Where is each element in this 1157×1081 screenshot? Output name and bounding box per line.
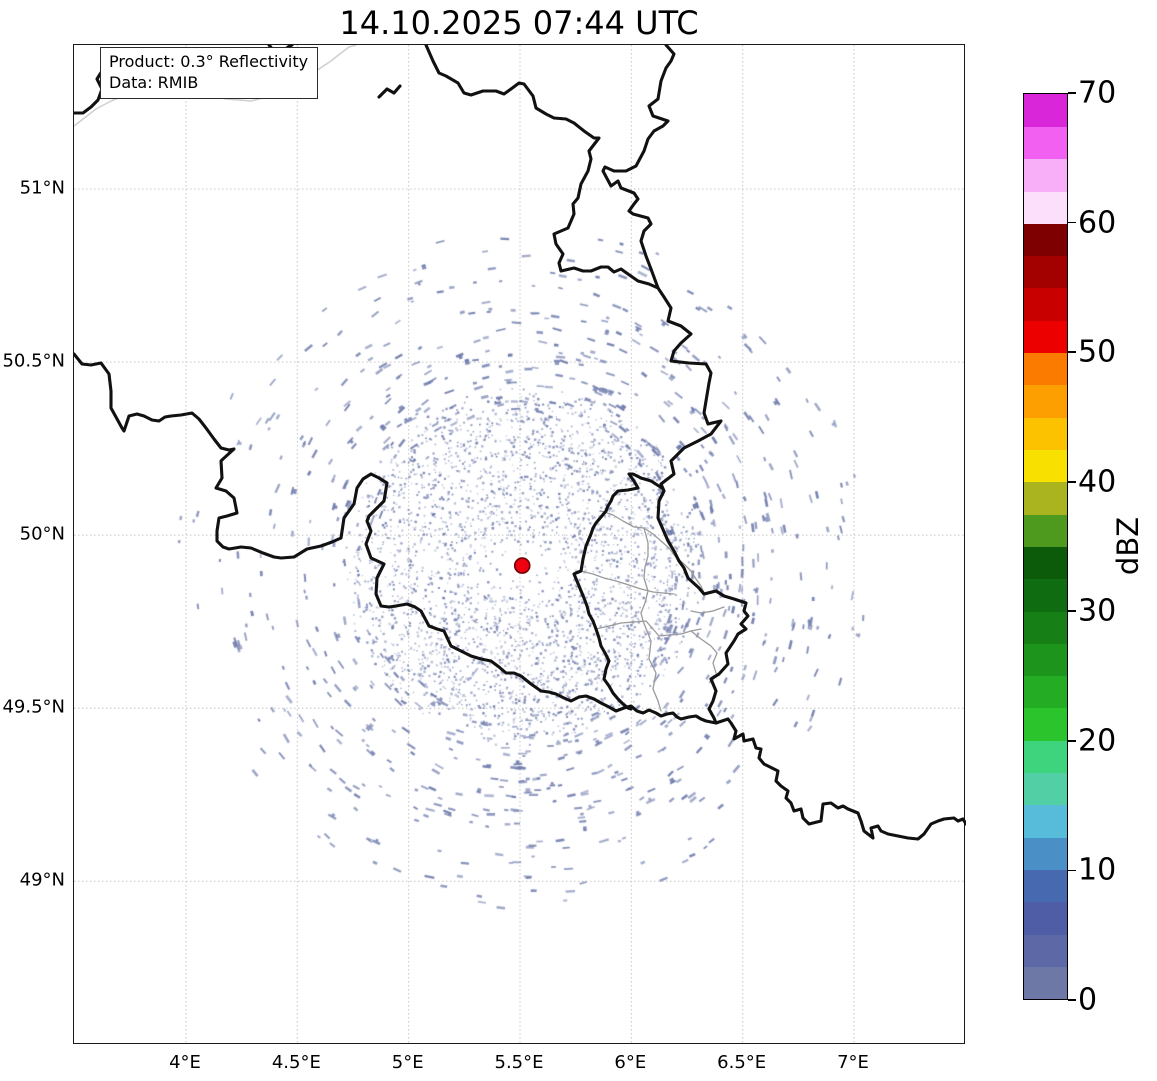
colorbar-tick-label: 40 (1078, 464, 1117, 500)
admin-boundary (640, 527, 649, 622)
colorbar-segment (1024, 869, 1067, 903)
info-box-source: Data: RMIB (109, 73, 199, 92)
national-border (377, 84, 402, 99)
admin-boundary (690, 606, 725, 614)
colorbar-segment (1024, 417, 1067, 450)
x-tick-label: 6.5°E (717, 1052, 767, 1073)
colorbar-tick-label: 70 (1078, 75, 1117, 111)
colorbar-tick-label: 0 (1078, 982, 1098, 1018)
colorbar-segment (1024, 772, 1067, 806)
colorbar-segment (1024, 643, 1067, 677)
info-box-product: Product: 0.3° Reflectivity (109, 52, 309, 71)
admin-boundary (660, 540, 705, 594)
colorbar-segment (1024, 158, 1067, 192)
colorbar-tickmark (1068, 480, 1076, 483)
admin-boundary (595, 620, 702, 637)
national-border (74, 352, 718, 725)
colorbar-tick-label: 20 (1078, 723, 1117, 759)
x-tick-label: 4.5°E (271, 1052, 321, 1073)
x-tick-label: 5.5°E (494, 1052, 544, 1073)
colorbar-segment (1024, 287, 1067, 321)
colorbar-segment (1024, 513, 1067, 547)
y-tick-label: 50.5°N (2, 350, 65, 372)
colorbar-segment (1024, 320, 1067, 354)
y-tick-label: 50°N (19, 523, 65, 545)
colorbar-segment (1024, 966, 1067, 1000)
colorbar-segment (1024, 126, 1067, 160)
colorbar-tickmark (1068, 221, 1076, 224)
admin-boundary (690, 630, 718, 674)
colorbar-segment (1024, 352, 1067, 386)
colorbar-segment (1024, 740, 1067, 774)
y-tick-label: 51°N (19, 177, 65, 199)
colorbar-segment (1024, 578, 1067, 612)
colorbar-segment (1024, 610, 1067, 644)
colorbar-segment (1024, 546, 1067, 580)
y-tick-label: 49.5°N (2, 696, 65, 718)
colorbar-tick-label: 30 (1078, 593, 1117, 629)
y-tick-label: 49°N (19, 869, 65, 891)
map-frame (73, 44, 966, 1045)
plot-title: 14.10.2025 07:44 UTC (339, 4, 699, 42)
colorbar-segment (1024, 837, 1067, 870)
info-box: Product: 0.3° Reflectivity Data: RMIB (100, 47, 319, 99)
colorbar-tick-label: 10 (1078, 852, 1117, 888)
x-tick-label: 4°E (169, 1052, 201, 1073)
colorbar-tick-label: 60 (1078, 205, 1117, 241)
colorbar-segment (1024, 449, 1067, 483)
admin-boundary (600, 510, 662, 542)
admin-boundary (642, 620, 662, 712)
colorbar-segment (1024, 675, 1067, 709)
admin-boundary (580, 570, 675, 595)
colorbar-segment (1024, 901, 1067, 935)
colorbar-segment (1024, 707, 1067, 741)
colorbar-segment (1024, 190, 1067, 224)
colorbar-segment (1024, 804, 1067, 838)
colorbar-tick-label: 50 (1078, 334, 1117, 370)
colorbar-tickmark (1068, 92, 1076, 94)
colorbar (1023, 93, 1068, 1000)
colorbar-tickmark (1068, 739, 1076, 742)
colorbar-segment (1024, 933, 1067, 967)
x-tick-label: 6°E (614, 1052, 647, 1073)
colorbar-segment (1024, 223, 1067, 257)
colorbar-label: dBZ (1111, 516, 1145, 576)
colorbar-tickmark (1068, 351, 1076, 354)
colorbar-tickmark (1068, 869, 1076, 872)
national-border (424, 45, 966, 841)
national-border (601, 45, 676, 290)
border-svg (74, 45, 966, 841)
colorbar-segment (1024, 255, 1067, 289)
colorbar-segment (1024, 384, 1067, 418)
x-tick-label: 7°E (837, 1052, 869, 1073)
colorbar-tickmark (1068, 999, 1076, 1001)
colorbar-segment (1024, 94, 1067, 127)
colorbar-segment (1024, 481, 1067, 515)
x-tick-label: 5°E (391, 1052, 424, 1073)
national-border (572, 472, 664, 711)
colorbar-tickmark (1068, 610, 1076, 613)
radar-site-marker (513, 557, 531, 574)
